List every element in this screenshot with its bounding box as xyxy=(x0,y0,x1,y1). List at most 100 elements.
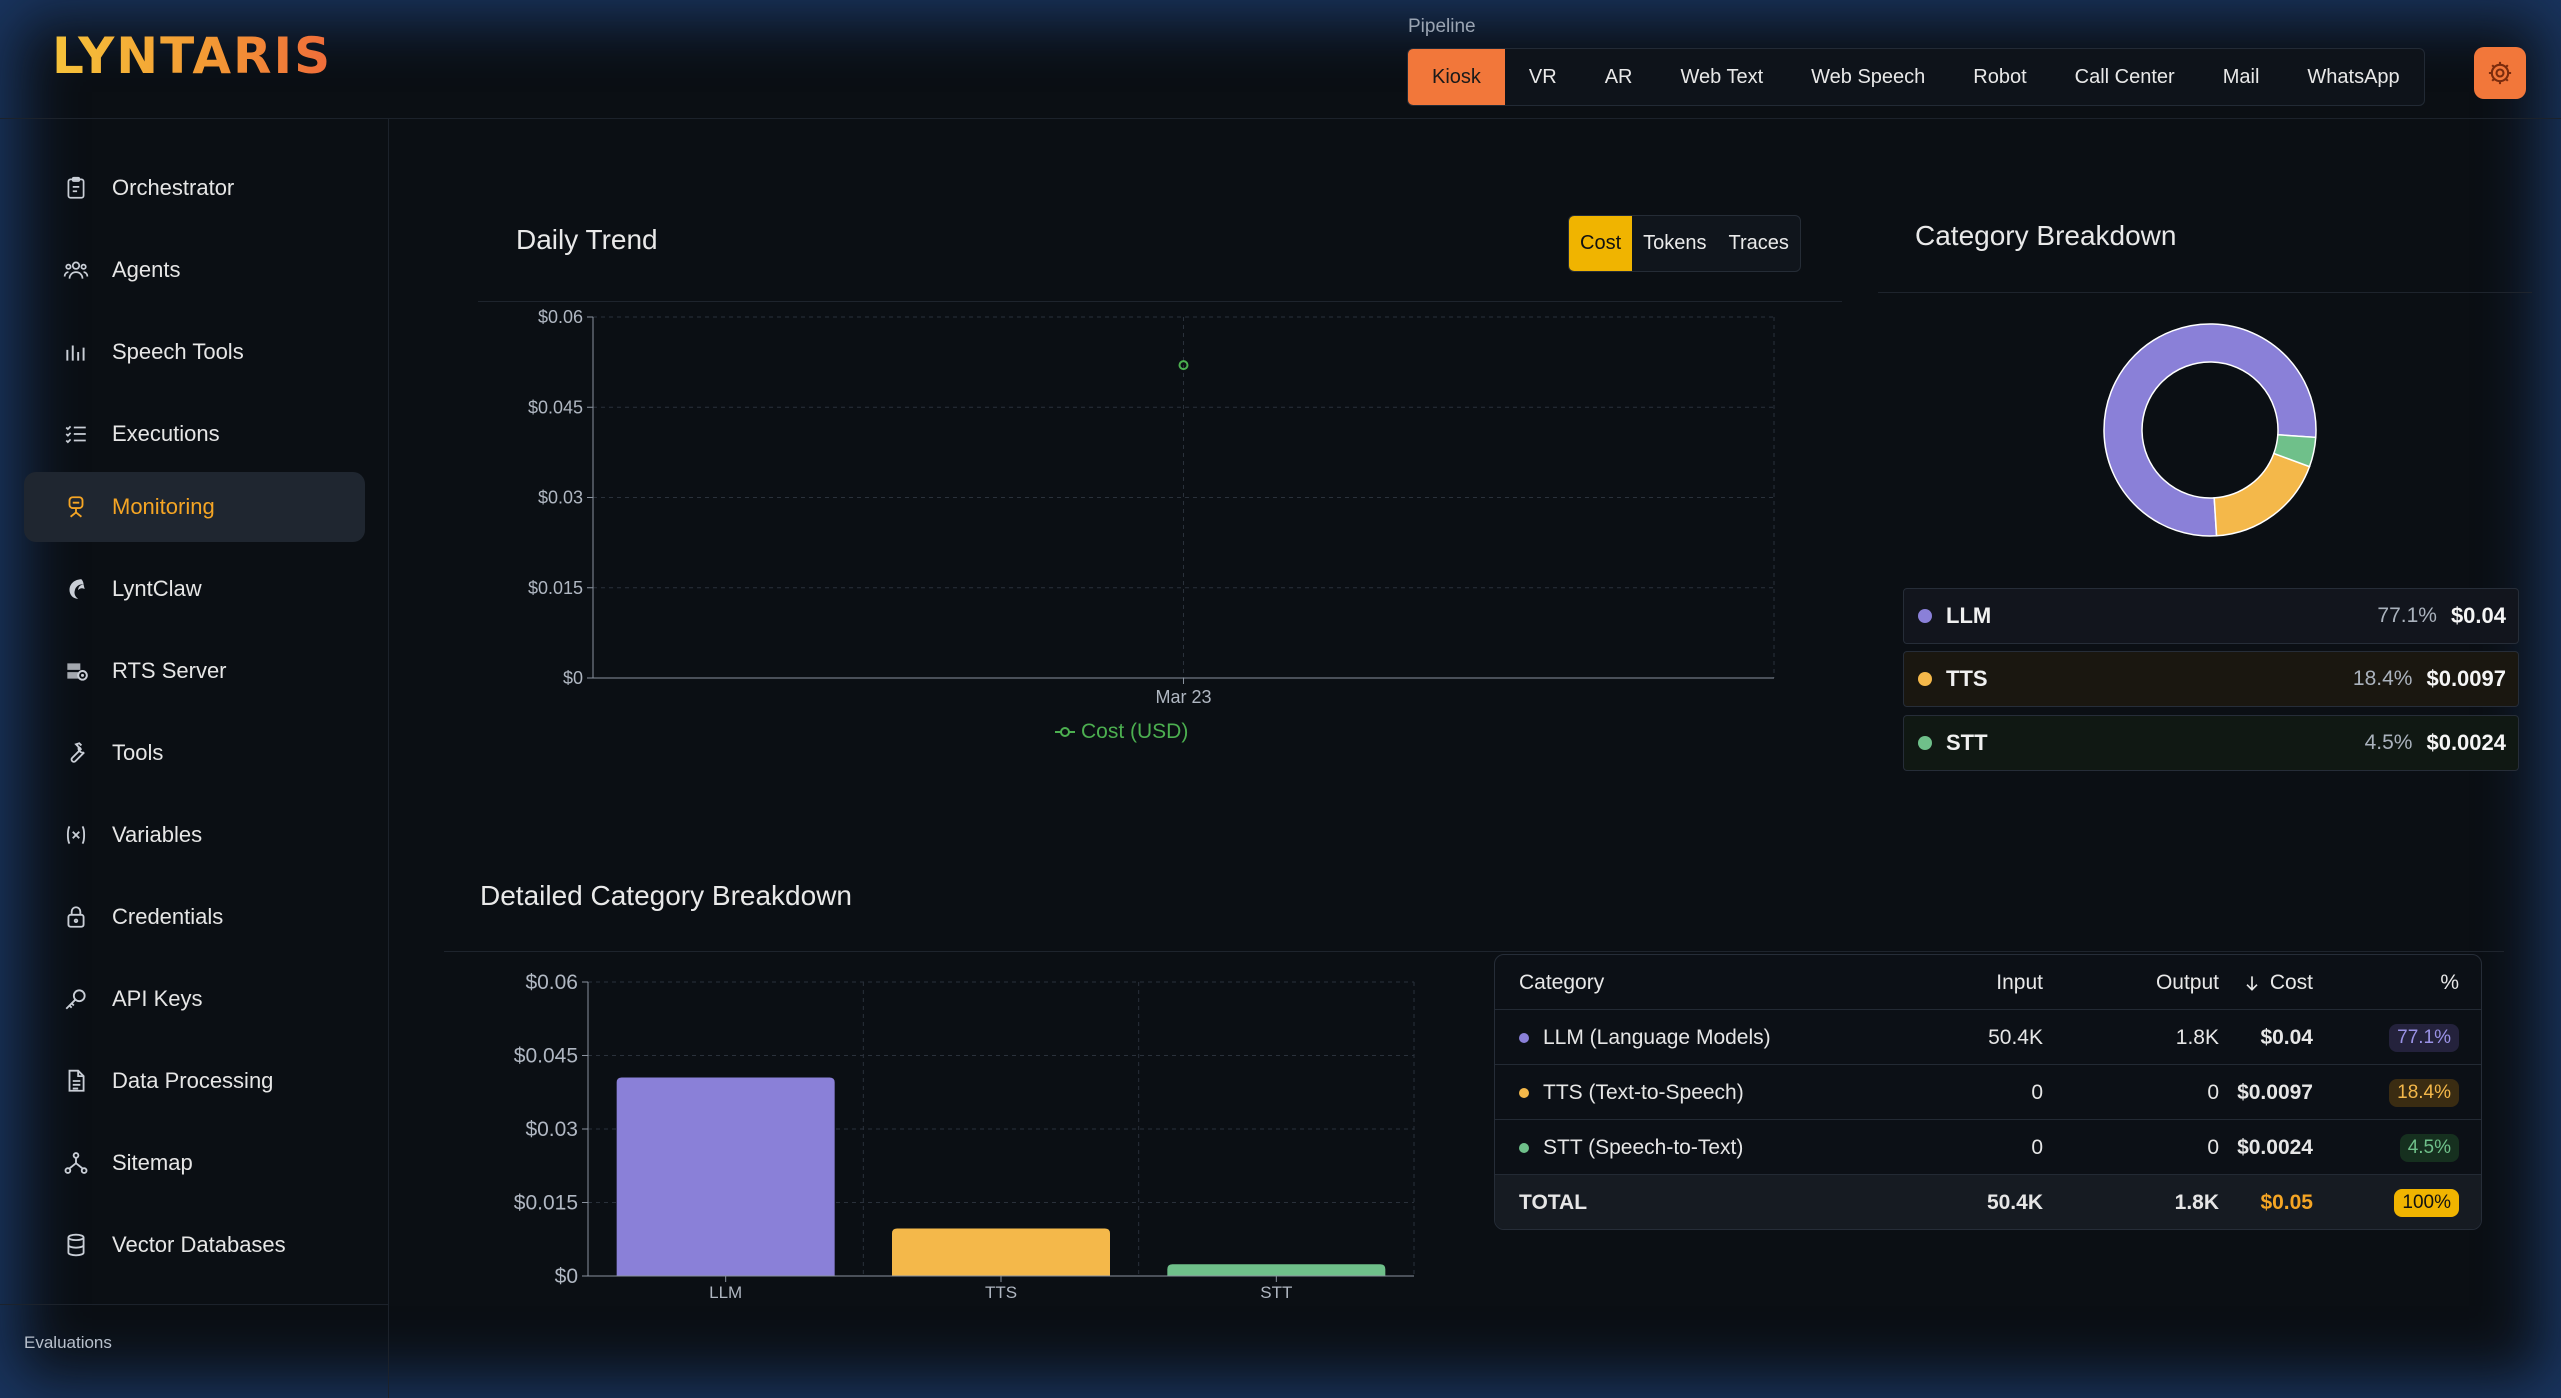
category-breakdown-separator xyxy=(1878,292,2532,293)
table-row: STT (Speech-to-Text) 0 0 $0.0024 4.5% xyxy=(1495,1120,2481,1175)
sidebar-item-label: Agents xyxy=(112,257,181,282)
sidebar: Orchestrator Agents Speech Tools Executi… xyxy=(0,119,389,1398)
daily-trend-separator xyxy=(478,301,1842,302)
legend-cost: $0.04 xyxy=(2450,603,2506,628)
sidebar-item-agents[interactable]: Agents xyxy=(24,235,365,305)
table-header-row: Category Input Output Cost % xyxy=(1495,955,2481,1010)
header-category[interactable]: Category xyxy=(1519,970,1605,994)
header-cost: Cost xyxy=(2269,970,2313,994)
pct-badge: 77.1% xyxy=(2389,1023,2459,1052)
tab-cost[interactable]: Cost xyxy=(1569,216,1633,271)
row-input: 50.4K xyxy=(1988,1025,2043,1049)
sidebar-item-monitoring[interactable]: Monitoring xyxy=(24,472,365,542)
sidebar-item-label: Orchestrator xyxy=(112,175,235,200)
legend-dot-tts xyxy=(1918,672,1932,686)
row-category: STT (Speech-to-Text) xyxy=(1519,1120,1743,1175)
data-point xyxy=(1178,360,1189,371)
row-cost: $0.0097 xyxy=(2237,1080,2313,1104)
sidebar-item-sitemap[interactable]: Sitemap xyxy=(24,1128,365,1198)
legend-pct: 77.1% xyxy=(2377,604,2437,627)
legend-row-llm: LLM 77.1% $0.04 xyxy=(1903,588,2519,644)
row-output: 1.8K xyxy=(2175,1025,2219,1049)
database-icon xyxy=(62,1231,90,1259)
pipeline-label: Pipeline xyxy=(1408,16,1476,37)
header-output[interactable]: Output xyxy=(2155,970,2219,994)
sitemap-icon xyxy=(62,1149,90,1177)
row-cost: $0.0024 xyxy=(2237,1135,2313,1159)
legend-name: TTS xyxy=(1946,666,1988,691)
sidebar-item-orchestrator[interactable]: Orchestrator xyxy=(24,153,365,223)
pipeline-tab-whatsapp[interactable]: WhatsApp xyxy=(2307,65,2400,88)
pipeline-tab-robot[interactable]: Robot xyxy=(1973,65,2027,88)
sidebar-item-api-keys[interactable]: API Keys xyxy=(24,964,365,1034)
row-category-label: STT (Speech-to-Text) xyxy=(1543,1135,1744,1159)
logo[interactable]: LYNTARIS xyxy=(52,27,333,85)
row-pct: 18.4% xyxy=(2389,1065,2459,1120)
sidebar-item-credentials[interactable]: Credentials xyxy=(24,882,365,952)
sidebar-item-label: Vector Databases xyxy=(112,1232,286,1257)
lock-icon xyxy=(62,903,90,931)
category-breakdown-title: Category Breakdown xyxy=(1915,220,2177,251)
sidebar-item-tools[interactable]: Tools xyxy=(24,718,365,788)
legend-row-stt: STT 4.5% $0.0024 xyxy=(1903,715,2519,771)
header-cost-sort[interactable]: Cost xyxy=(2242,955,2313,1010)
detailed-breakdown-separator xyxy=(444,951,2504,952)
sidebar-item-rts-server[interactable]: RTS Server xyxy=(24,636,365,706)
sidebar-item-label: Sitemap xyxy=(112,1150,193,1175)
table-row: TTS (Text-to-Speech) 0 0 $0.0097 18.4% xyxy=(1495,1065,2481,1120)
sidebar-item-executions[interactable]: Executions xyxy=(24,399,365,469)
x-tick-label: LLM xyxy=(709,1283,742,1302)
row-category-label: LLM (Language Models) xyxy=(1543,1025,1771,1049)
sidebar-item-lyntclaw[interactable]: LyntClaw xyxy=(24,554,365,624)
pipeline-tab-vr[interactable]: VR xyxy=(1528,65,1557,88)
sidebar-item-label: Monitoring xyxy=(112,494,215,519)
row-cost: $0.04 xyxy=(2260,1025,2313,1049)
legend-dot-llm xyxy=(1918,609,1932,623)
header-input[interactable]: Input xyxy=(1996,970,2043,994)
y-tick-label: $0.045 xyxy=(528,397,583,417)
sidebar-section-label: Evaluations xyxy=(24,1333,112,1352)
server-gear-icon xyxy=(62,657,90,685)
y-tick-label: $0.015 xyxy=(514,1192,578,1215)
sidebar-item-label: Tools xyxy=(112,740,164,765)
monitor-icon xyxy=(62,493,90,521)
gear-icon xyxy=(2488,61,2512,85)
pipeline-tab-web-text[interactable]: Web Text xyxy=(1680,65,1764,88)
pipeline-tab-kiosk[interactable]: Kiosk xyxy=(1408,49,1505,105)
detailed-bar-chart: $0 $0.015 $0.03 $0.045 $0.06 LLM TTS STT xyxy=(514,971,1415,1302)
row-input: 0 xyxy=(2031,1080,2043,1104)
table-total-row: TOTAL 50.4K 1.8K $0.05 100% xyxy=(1495,1175,2481,1229)
x-tick-label: TTS xyxy=(985,1283,1017,1302)
y-tick-label: $0.045 xyxy=(514,1045,578,1068)
legend-row-tts: TTS 18.4% $0.0097 xyxy=(1903,651,2519,707)
settings-button[interactable] xyxy=(2474,47,2526,99)
pipeline-tab-ar[interactable]: AR xyxy=(1604,65,1633,88)
tab-tokens[interactable]: Tokens xyxy=(1643,232,1707,254)
sidebar-divider xyxy=(0,1304,389,1305)
pipeline-tabs: Kiosk VR AR Web Text Web Speech Robot Ca… xyxy=(1407,48,2425,106)
y-tick-label: $0.015 xyxy=(528,578,583,598)
pipeline-tab-web-speech[interactable]: Web Speech xyxy=(1811,65,1926,88)
pipeline-tab-mail[interactable]: Mail xyxy=(2222,65,2260,88)
tab-traces[interactable]: Traces xyxy=(1728,232,1789,254)
metric-tabs: Cost Tokens Traces xyxy=(1568,215,1801,272)
header-pct[interactable]: % xyxy=(2440,970,2459,994)
total-cost: $0.05 xyxy=(2260,1190,2313,1214)
row-pct: 4.5% xyxy=(2399,1120,2459,1175)
sidebar-item-speech-tools[interactable]: Speech Tools xyxy=(24,317,365,387)
pipeline-tab-call-center[interactable]: Call Center xyxy=(2074,65,2175,88)
legend-name: STT xyxy=(1946,730,1988,755)
x-tick-label: STT xyxy=(1260,1283,1292,1302)
legend-marker xyxy=(1060,727,1070,737)
sidebar-item-data-processing[interactable]: Data Processing xyxy=(24,1046,365,1116)
clipboard-icon xyxy=(62,174,90,202)
key-icon xyxy=(62,985,90,1013)
legend-pct: 18.4% xyxy=(2352,667,2413,690)
legend-label: Cost (USD) xyxy=(1081,720,1188,743)
y-tick-label: $0.06 xyxy=(525,971,578,994)
pct-badge: 100% xyxy=(2394,1188,2459,1217)
x-tick-label: Mar 23 xyxy=(1155,687,1211,707)
sidebar-item-label: Executions xyxy=(112,421,220,446)
sidebar-item-vector-databases[interactable]: Vector Databases xyxy=(24,1210,365,1280)
sidebar-item-variables[interactable]: Variables xyxy=(24,800,365,870)
